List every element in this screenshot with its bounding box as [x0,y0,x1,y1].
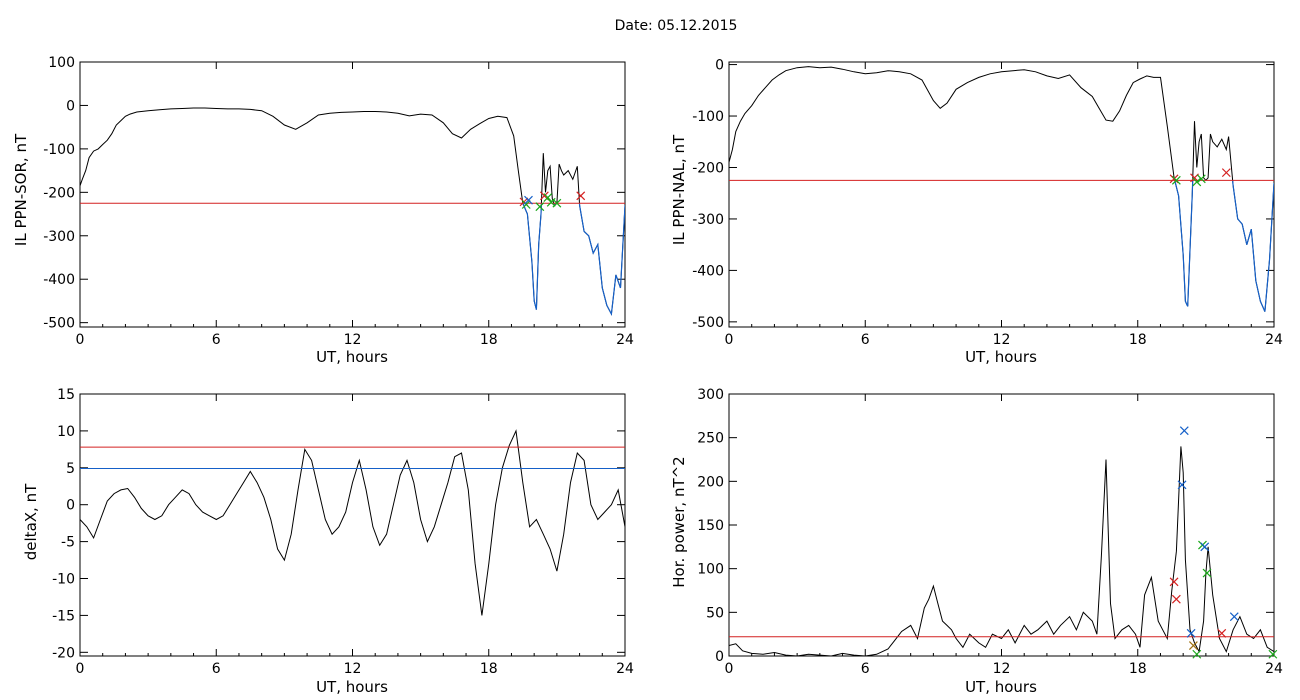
power-xtick-label: 0 [725,661,734,677]
power-event-marker [1188,641,1198,650]
power-series-line [729,446,1274,656]
power-event-marker [1202,568,1212,578]
power-event-marker [1268,649,1278,659]
sor-event-marker [543,193,553,202]
nal-ytick-label: -100 [692,109,724,125]
power-event-marker [1169,577,1179,587]
panel-sor: 0 6 12 18 24 100 0 -100 -200 -300 -400 -500 IL PPN-… [12,55,634,366]
deltax-ytick-label: 10 [57,424,75,440]
nal-series-line-below [1174,180,1274,312]
panel-nal: 0 6 12 18 24 0 -100 -200 -300 -400 -500 IL PPN-NAL… [670,58,1283,366]
nal-ytick-label: 0 [715,58,724,74]
sor-ylabel: IL PPN-SOR, nT [12,133,30,246]
deltax-ylabel: deltaX, nT [22,483,40,560]
nal-ytick-label: -300 [692,212,724,228]
deltax-xtick-label: 24 [616,661,634,677]
deltax-xtick-label: 6 [212,661,221,677]
power-event-marker [1192,649,1202,659]
sor-xtick-label: 18 [480,332,498,348]
deltax-series-line [80,429,625,616]
deltax-ytick-label: 15 [57,387,75,403]
deltax-plot-body: 0 6 12 18 24 15 10 5 0 -5 -10 -15 -20 [52,387,634,677]
nal-xtick-label: 24 [1265,332,1283,348]
sor-xlabel: UT, hours [316,348,388,366]
sor-event-marker [535,202,545,212]
sor-ytick-label: -400 [43,272,75,288]
power-ytick-label: 200 [697,474,724,490]
power-event-marker [1179,426,1189,436]
sor-ytick-label: -300 [43,229,75,245]
power-ylabel: Hor. power, nT^2 [670,456,688,587]
sor-event-marker [576,191,586,201]
power-ytick-label: 250 [697,431,724,447]
nal-event-marker [1171,175,1181,185]
power-event-marker [1217,628,1227,638]
nal-event-marker [1221,168,1231,178]
sor-ytick-label: -500 [43,316,75,332]
sor-plot-body: 0 6 12 18 24 100 0 -100 -200 -300 -400 -500 [43,55,634,348]
sor-ytick-label: 100 [48,55,75,71]
deltax-ytick-label: 0 [66,498,75,514]
nal-xtick-label: 0 [725,332,734,348]
deltax-xtick-label: 12 [344,661,362,677]
deltax-ytick-label: -20 [52,645,75,661]
nal-xtick-label: 18 [1129,332,1147,348]
nal-ylabel: IL PPN-NAL, nT [670,134,688,245]
power-event-marker [1171,594,1181,604]
deltax-ytick-label: 5 [66,461,75,477]
power-ytick-label: 0 [715,649,724,665]
sor-series-line-below [522,203,625,316]
nal-xtick-label: 12 [993,332,1011,348]
nal-plot-body: 0 6 12 18 24 0 -100 -200 -300 -400 -500 [692,58,1283,348]
nal-event-marker [1192,177,1202,187]
nal-xtick-label: 6 [861,332,870,348]
deltax-xtick-label: 18 [480,661,498,677]
power-plot-body: 0 6 12 18 24 300 250 200 150 100 50 0 [697,387,1283,677]
nal-ytick-label: -500 [692,315,724,331]
power-event-marker [1200,542,1210,552]
sor-event-marker [552,198,562,208]
panel-deltax: 0 6 12 18 24 15 10 5 0 -5 -10 -15 -20 deltaX, nT UT,… [22,387,634,696]
power-event-marker [1229,612,1239,622]
nal-ytick-label: -200 [692,160,724,176]
sor-event-marker [524,195,533,205]
power-event-marker [1177,480,1187,490]
sor-xtick-label: 0 [76,332,85,348]
sor-ytick-label: -200 [43,185,75,201]
sor-event-marker [521,200,531,209]
power-xtick-label: 12 [993,661,1011,677]
deltax-ytick-label: -10 [52,572,75,588]
power-ytick-label: 100 [697,562,724,578]
deltax-ytick-label: -5 [61,535,75,551]
date-label: Date: 05.12.2015 [614,18,738,34]
power-xlabel: UT, hours [965,678,1037,696]
sor-xtick-label: 6 [212,332,221,348]
power-event-marker [1186,628,1196,638]
sor-xtick-label: 24 [616,332,634,348]
panel-power: 0 6 12 18 24 300 250 200 150 100 50 0 Hor. power, n… [670,387,1283,696]
sor-ytick-label: 0 [66,98,75,114]
nal-event-marker [1196,174,1206,184]
deltax-plot-frame [79,393,626,657]
deltax-ytick-label: -15 [52,608,75,624]
power-ytick-label: 150 [697,518,724,534]
power-xtick-label: 6 [861,661,870,677]
power-ytick-label: 50 [706,605,724,621]
power-ytick-label: 300 [697,387,724,403]
nal-xlabel: UT, hours [965,348,1037,366]
power-xtick-label: 18 [1129,661,1147,677]
sor-xtick-label: 12 [344,332,362,348]
sor-ytick-label: -100 [43,142,75,158]
power-plot-frame [728,393,1275,657]
deltax-xlabel: UT, hours [316,678,388,696]
power-xtick-label: 24 [1265,661,1283,677]
sor-series-line [80,107,625,316]
nal-ytick-label: -400 [692,263,724,279]
nal-series-line [729,66,1274,312]
deltax-xtick-label: 0 [76,661,85,677]
